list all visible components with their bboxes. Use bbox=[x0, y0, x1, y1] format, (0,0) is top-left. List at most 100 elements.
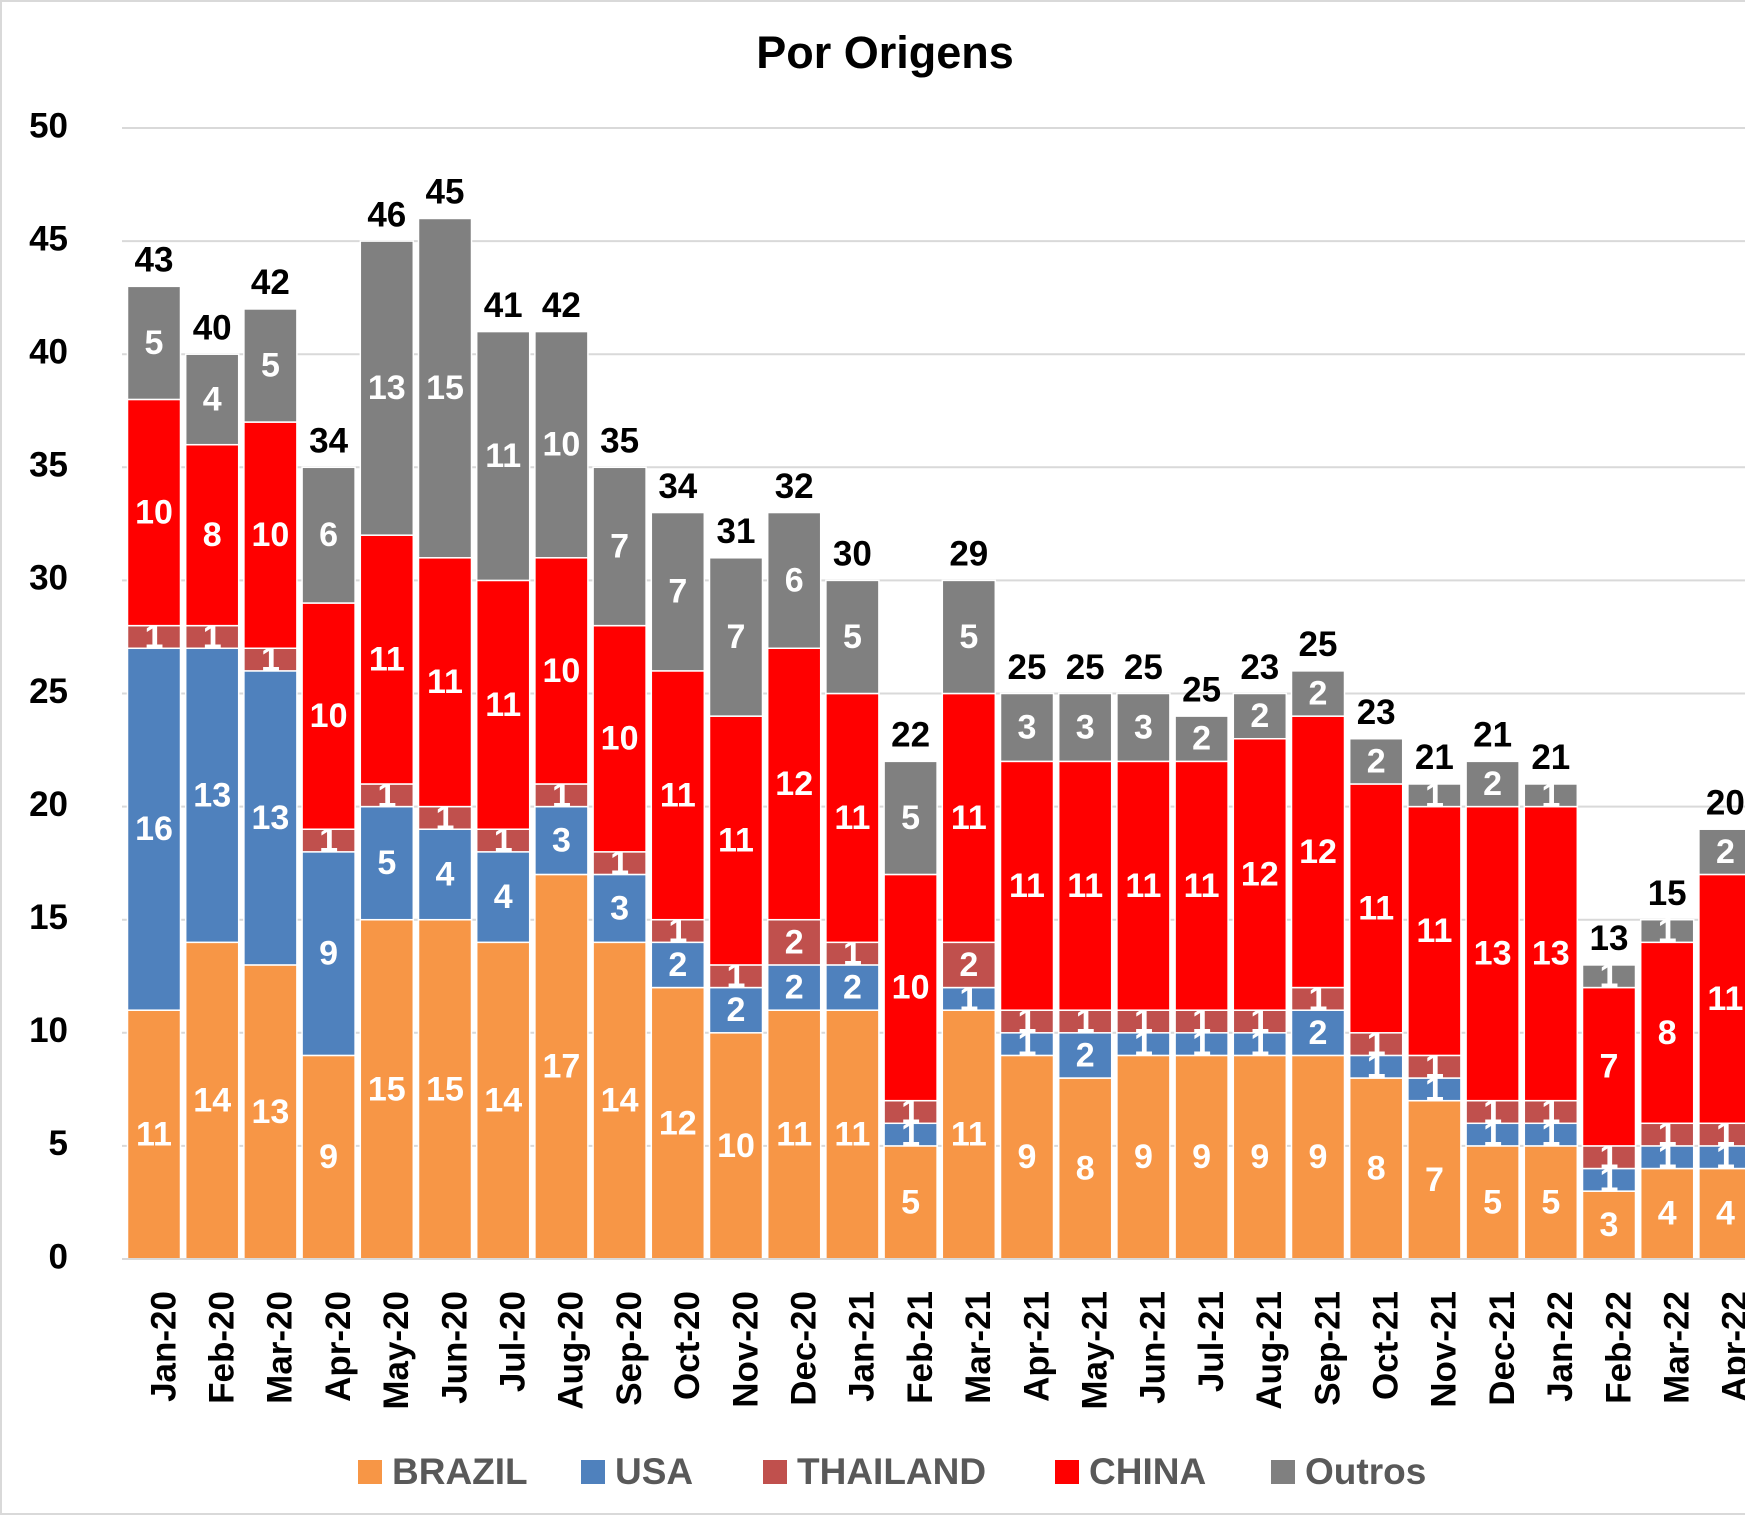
legend-swatch bbox=[581, 1460, 605, 1484]
bar-segment bbox=[1232, 1054, 1288, 1260]
bar-segment bbox=[766, 1009, 822, 1260]
x-tick-label: Aug-21 bbox=[1250, 1291, 1289, 1410]
data-label: 13 bbox=[368, 369, 406, 407]
bar-segment bbox=[1348, 1077, 1404, 1260]
total-label: 25 bbox=[1066, 648, 1105, 687]
total-label: 40 bbox=[193, 308, 232, 347]
data-label: 3 bbox=[1018, 708, 1037, 746]
total-label: 15 bbox=[1648, 874, 1687, 913]
bar-segment bbox=[1698, 828, 1745, 876]
bar-segment bbox=[243, 308, 298, 423]
data-label: 11 bbox=[369, 641, 405, 679]
data-label: 3 bbox=[1134, 708, 1153, 746]
data-label: 1 bbox=[145, 618, 164, 656]
data-label: 1 bbox=[1425, 1070, 1444, 1108]
bar-segment bbox=[1057, 692, 1113, 763]
data-label: 5 bbox=[901, 1183, 920, 1221]
data-label: 3 bbox=[552, 822, 571, 860]
data-label: 15 bbox=[426, 1070, 464, 1108]
data-label: 10 bbox=[601, 720, 639, 758]
data-label: 11 bbox=[485, 686, 521, 724]
data-label: 1 bbox=[1658, 912, 1677, 950]
bar-segment bbox=[534, 805, 589, 876]
bar-segment bbox=[941, 941, 997, 989]
bar-segment bbox=[1581, 964, 1637, 989]
plot-area: 051015202530354045501116110543Jan-201413… bbox=[29, 106, 1745, 1410]
bar-segment bbox=[301, 602, 356, 830]
bar-segment bbox=[999, 1054, 1055, 1260]
data-label: 2 bbox=[1192, 720, 1211, 758]
data-label: 5 bbox=[843, 618, 862, 656]
data-label: 10 bbox=[892, 969, 930, 1007]
data-label: 8 bbox=[1658, 1014, 1677, 1052]
data-label: 2 bbox=[668, 946, 687, 984]
bar-segment bbox=[650, 670, 706, 921]
data-label: 9 bbox=[319, 935, 338, 973]
legend-label: BRAZIL bbox=[392, 1451, 528, 1492]
bar-segment bbox=[534, 557, 589, 785]
data-label: 5 bbox=[145, 324, 164, 362]
data-label: 1 bbox=[552, 776, 571, 814]
x-tick-label: Jul-21 bbox=[1192, 1291, 1231, 1392]
data-label: 15 bbox=[426, 369, 464, 407]
bar-segment bbox=[1290, 1009, 1346, 1057]
bar-segment bbox=[1290, 670, 1346, 717]
bar-segment bbox=[1174, 715, 1229, 763]
data-label: 3 bbox=[1076, 708, 1095, 746]
data-label: 1 bbox=[901, 1116, 920, 1154]
total-label: 31 bbox=[717, 512, 756, 551]
data-label: 2 bbox=[1483, 765, 1502, 803]
bar-segment bbox=[475, 330, 531, 582]
total-label: 25 bbox=[1182, 670, 1221, 709]
data-label: 1 bbox=[1541, 776, 1560, 814]
data-label: 11 bbox=[1358, 889, 1394, 927]
data-label: 5 bbox=[959, 618, 978, 656]
bar-segment bbox=[126, 285, 182, 401]
bar-segment bbox=[1407, 783, 1462, 808]
data-label: 11 bbox=[951, 799, 987, 837]
data-label: 12 bbox=[775, 765, 813, 803]
total-label: 30 bbox=[833, 535, 872, 574]
total-label: 23 bbox=[1240, 648, 1279, 687]
bar-segment bbox=[708, 1032, 764, 1260]
data-label: 5 bbox=[901, 799, 920, 837]
x-tick-label: Jul-20 bbox=[493, 1291, 532, 1392]
bar-segment bbox=[359, 918, 415, 1260]
bar-segment bbox=[1523, 1145, 1579, 1260]
total-label: 46 bbox=[367, 195, 406, 234]
bar-segment bbox=[417, 557, 473, 808]
data-label: 12 bbox=[1241, 855, 1279, 893]
bar-segment bbox=[766, 511, 822, 650]
bar-segment bbox=[534, 873, 589, 1260]
y-tick-label: 0 bbox=[49, 1237, 68, 1276]
legend-swatch bbox=[358, 1460, 382, 1484]
bar-segment bbox=[1465, 1145, 1520, 1260]
data-label: 1 bbox=[1076, 1002, 1095, 1040]
total-label: 13 bbox=[1590, 919, 1629, 958]
bar-segment bbox=[301, 466, 356, 604]
data-label: 9 bbox=[319, 1138, 338, 1176]
total-label: 35 bbox=[600, 422, 639, 461]
data-label: 10 bbox=[251, 516, 289, 554]
y-tick-label: 35 bbox=[29, 446, 68, 485]
data-label: 8 bbox=[1076, 1150, 1095, 1188]
data-label: 11 bbox=[718, 822, 754, 860]
data-label: 1 bbox=[1192, 1002, 1211, 1040]
data-label: 9 bbox=[1192, 1138, 1211, 1176]
data-label: 1 bbox=[1367, 1025, 1386, 1063]
x-tick-label: Dec-20 bbox=[784, 1291, 823, 1406]
bar-segment bbox=[1348, 737, 1404, 785]
bar-segment bbox=[766, 918, 822, 966]
data-label: 9 bbox=[1309, 1138, 1328, 1176]
data-label: 1 bbox=[668, 912, 687, 950]
data-label: 10 bbox=[310, 697, 348, 735]
data-label: 1 bbox=[901, 1093, 920, 1131]
data-label: 5 bbox=[377, 844, 396, 882]
total-label: 25 bbox=[1008, 648, 1047, 687]
data-label: 7 bbox=[1600, 1048, 1619, 1086]
total-label: 41 bbox=[484, 286, 523, 325]
legend-swatch bbox=[763, 1460, 787, 1484]
bar-segment bbox=[825, 1009, 880, 1260]
data-label: 2 bbox=[1309, 1014, 1328, 1052]
data-label: 10 bbox=[135, 494, 173, 532]
